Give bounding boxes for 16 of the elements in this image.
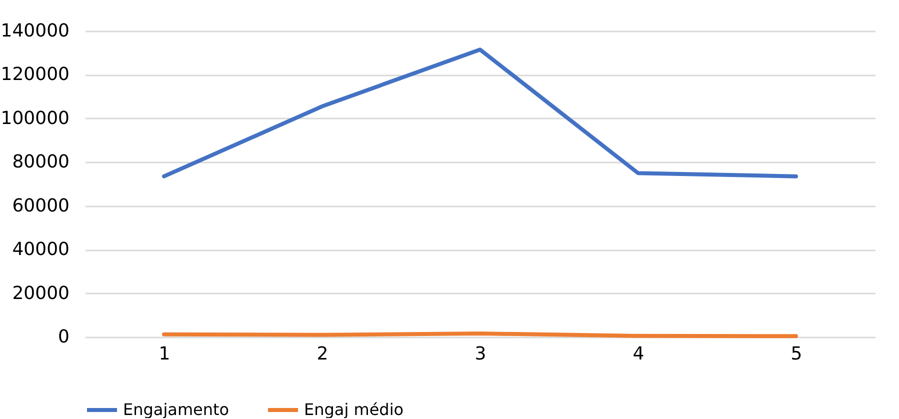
legend-label: Engaj médio bbox=[304, 400, 404, 419]
y-tick-label: 80000 bbox=[12, 152, 70, 173]
x-tick-label: 4 bbox=[632, 344, 644, 364]
y-tick-label: 0 bbox=[58, 326, 70, 348]
legend-label: Engajamento bbox=[123, 400, 230, 419]
y-tick-label: 100000 bbox=[0, 108, 70, 129]
x-tick-label: 3 bbox=[474, 344, 486, 364]
y-tick-label: 60000 bbox=[12, 195, 70, 216]
x-tick-label: 5 bbox=[790, 344, 802, 364]
x-tick-label: 1 bbox=[158, 344, 170, 364]
line-series bbox=[162, 48, 798, 178]
y-tick-label: 140000 bbox=[0, 20, 70, 42]
y-tick-label: 40000 bbox=[12, 239, 70, 260]
y-tick-label: 120000 bbox=[0, 64, 70, 86]
y-tick-label: 20000 bbox=[12, 282, 70, 304]
x-tick-label: 2 bbox=[316, 344, 328, 364]
